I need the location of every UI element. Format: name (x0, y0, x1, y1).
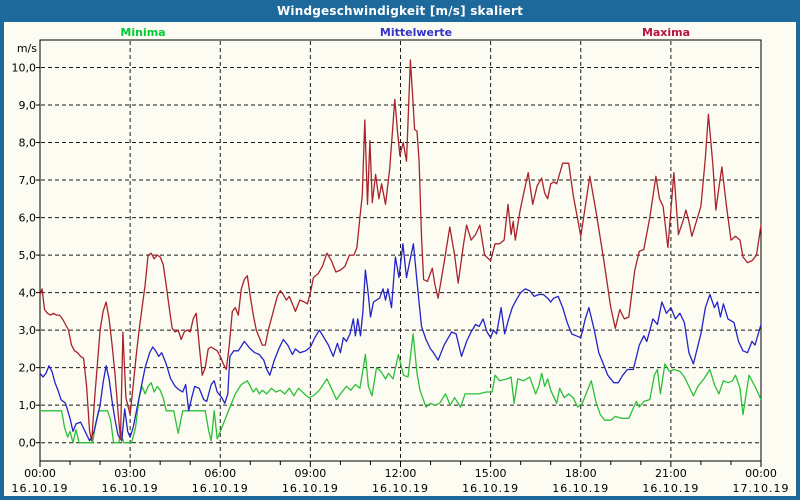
x-tick-time-label: 09:00 (295, 467, 327, 480)
x-tick-date-label: 16.10.19 (12, 482, 69, 495)
gridlines (41, 41, 760, 460)
x-tick-time-label: 12:00 (385, 467, 417, 480)
x-tick-time-label: 00:00 (24, 467, 56, 480)
y-tick-label: 2,0 (19, 362, 37, 375)
x-tick-date-label: 16.10.19 (462, 482, 519, 495)
x-tick-date-label: 16.10.19 (192, 482, 249, 495)
x-tick-time-label: 21:00 (655, 467, 687, 480)
x-tick-time-label: 06:00 (204, 467, 236, 480)
title-bar: Windgeschwindigkeit [m/s] skaliert (0, 0, 800, 22)
y-axis-unit-label: m/s (17, 42, 37, 55)
y-tick-label: 1,0 (19, 399, 37, 412)
y-tick-label: 8,0 (19, 137, 37, 150)
x-tick-date-label: 16.10.19 (372, 482, 429, 495)
plot-border (39, 39, 762, 462)
window-title: Windgeschwindigkeit [m/s] skaliert (276, 4, 524, 18)
x-tick-time-label: 03:00 (114, 467, 146, 480)
axis-ticks (36, 67, 762, 467)
axis-labels: 0,0 1,0 2,0 3,0 4,0 5,0 6,0 7,0 8,0 9,0 10,0 00:00 1… (12, 42, 790, 495)
y-tick-label: 10,0 (12, 62, 37, 75)
minima-line (40, 333, 762, 444)
y-tick-label: 3,0 (19, 324, 37, 337)
y-tick-label: 5,0 (19, 249, 37, 262)
x-tick-date-label: 16.10.19 (102, 482, 159, 495)
x-tick-date-label: 17.10.19 (733, 482, 790, 495)
y-tick-label: 0,0 (19, 437, 37, 450)
legend-minima: Minima (120, 26, 166, 39)
x-tick-time-label: 00:00 (745, 467, 777, 480)
y-tick-label: 7,0 (19, 174, 37, 187)
y-tick-label: 6,0 (19, 212, 37, 225)
x-tick-date-label: 16.10.19 (282, 482, 339, 495)
y-tick-label: 9,0 (19, 99, 37, 112)
x-tick-date-label: 16.10.19 (642, 482, 699, 495)
legend-mittelwerte: Mittelwerte (379, 26, 453, 39)
x-tick-date-label: 16.10.19 (552, 482, 609, 495)
y-tick-label: 4,0 (19, 287, 37, 300)
x-tick-time-label: 15:00 (475, 467, 507, 480)
maxima-line (39, 59, 762, 442)
mittelwerte-line (39, 243, 762, 442)
legend-maxima: Maxima (641, 26, 691, 39)
x-tick-time-label: 18:00 (565, 467, 597, 480)
